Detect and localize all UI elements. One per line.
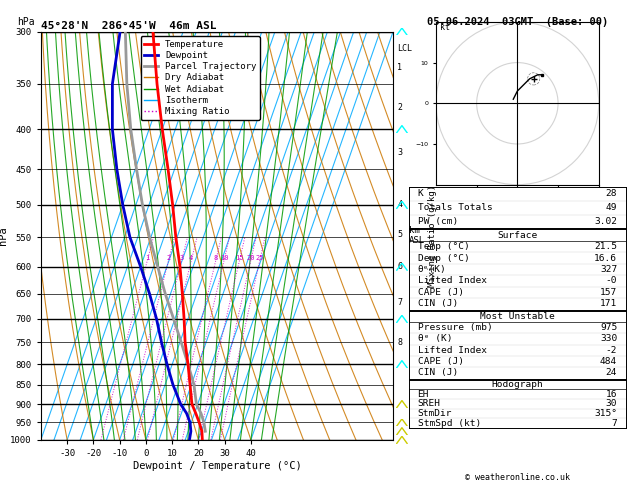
Text: 3.02: 3.02 xyxy=(594,217,617,226)
X-axis label: Dewpoint / Temperature (°C): Dewpoint / Temperature (°C) xyxy=(133,461,301,470)
Text: 2: 2 xyxy=(398,103,403,112)
Text: CAPE (J): CAPE (J) xyxy=(418,288,464,297)
Text: SREH: SREH xyxy=(418,399,440,408)
Text: hPa: hPa xyxy=(17,17,35,27)
Text: Mixing Ratio (g/kg): Mixing Ratio (g/kg) xyxy=(428,185,437,287)
Text: 8: 8 xyxy=(214,255,218,261)
Text: 330: 330 xyxy=(600,334,617,344)
Text: Lifted Index: Lifted Index xyxy=(418,277,486,285)
Text: θᵉ(K): θᵉ(K) xyxy=(418,265,447,274)
Text: -0: -0 xyxy=(606,277,617,285)
Text: Hodograph: Hodograph xyxy=(491,380,543,389)
Text: Totals Totals: Totals Totals xyxy=(418,203,493,212)
Text: 16.6: 16.6 xyxy=(594,254,617,262)
Text: 3: 3 xyxy=(179,255,184,261)
Text: 30: 30 xyxy=(606,399,617,408)
Text: StmSpd (kt): StmSpd (kt) xyxy=(418,419,481,428)
Text: PW (cm): PW (cm) xyxy=(418,217,458,226)
Text: K: K xyxy=(418,190,423,198)
Text: 6: 6 xyxy=(398,262,403,271)
Text: 28: 28 xyxy=(606,190,617,198)
Text: 3: 3 xyxy=(398,148,403,157)
Text: Pressure (mb): Pressure (mb) xyxy=(418,323,493,332)
Text: 15: 15 xyxy=(235,255,243,261)
Text: 05.06.2024  03GMT  (Base: 00): 05.06.2024 03GMT (Base: 00) xyxy=(426,17,608,27)
Text: © weatheronline.co.uk: © weatheronline.co.uk xyxy=(465,473,570,482)
Text: 10: 10 xyxy=(220,255,228,261)
Text: θᵉ (K): θᵉ (K) xyxy=(418,334,452,344)
Text: LCL: LCL xyxy=(398,45,412,53)
Text: kt: kt xyxy=(440,23,450,32)
Text: 8: 8 xyxy=(398,338,403,347)
Text: -2: -2 xyxy=(606,346,617,355)
Text: 1: 1 xyxy=(398,63,403,72)
Text: StmDir: StmDir xyxy=(418,409,452,418)
Text: 24: 24 xyxy=(606,368,617,378)
Text: Lifted Index: Lifted Index xyxy=(418,346,486,355)
Text: Most Unstable: Most Unstable xyxy=(480,312,555,321)
Text: 2: 2 xyxy=(166,255,170,261)
Text: Dewp (°C): Dewp (°C) xyxy=(418,254,469,262)
Text: 25: 25 xyxy=(255,255,264,261)
Text: 157: 157 xyxy=(600,288,617,297)
Text: km
ASL: km ASL xyxy=(409,226,425,245)
Text: 484: 484 xyxy=(600,357,617,366)
Text: Surface: Surface xyxy=(498,231,537,240)
Y-axis label: hPa: hPa xyxy=(0,226,8,245)
Text: 975: 975 xyxy=(600,323,617,332)
Text: 315°: 315° xyxy=(594,409,617,418)
Text: Temp (°C): Temp (°C) xyxy=(418,242,469,251)
Text: 16: 16 xyxy=(606,390,617,399)
Text: 4: 4 xyxy=(189,255,193,261)
Text: 171: 171 xyxy=(600,299,617,308)
Text: 21.5: 21.5 xyxy=(594,242,617,251)
Text: 1: 1 xyxy=(145,255,149,261)
Text: EH: EH xyxy=(418,390,429,399)
Text: CIN (J): CIN (J) xyxy=(418,368,458,378)
Text: 45°28'N  286°45'W  46m ASL: 45°28'N 286°45'W 46m ASL xyxy=(41,21,216,31)
Text: 20: 20 xyxy=(247,255,255,261)
Text: 5: 5 xyxy=(398,230,403,239)
Text: CAPE (J): CAPE (J) xyxy=(418,357,464,366)
Text: 49: 49 xyxy=(606,203,617,212)
Text: CIN (J): CIN (J) xyxy=(418,299,458,308)
Legend: Temperature, Dewpoint, Parcel Trajectory, Dry Adiabat, Wet Adiabat, Isotherm, Mi: Temperature, Dewpoint, Parcel Trajectory… xyxy=(140,36,260,120)
Text: 327: 327 xyxy=(600,265,617,274)
Text: 7: 7 xyxy=(611,419,617,428)
Text: 4: 4 xyxy=(398,200,403,209)
Text: 7: 7 xyxy=(398,298,403,307)
